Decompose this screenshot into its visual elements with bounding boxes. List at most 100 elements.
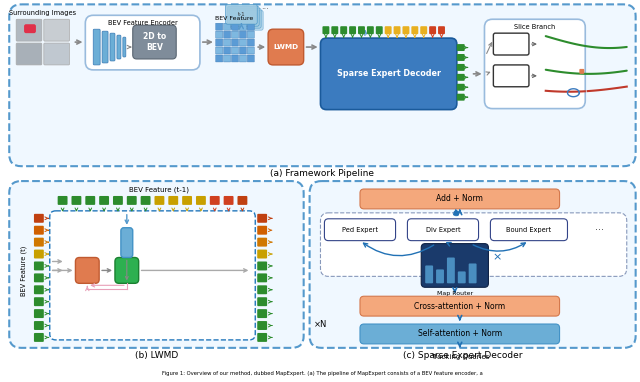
Text: LWMD: LWMD — [273, 44, 298, 50]
FancyBboxPatch shape — [34, 262, 44, 270]
Text: BEV Feature (t-1): BEV Feature (t-1) — [129, 187, 189, 193]
FancyBboxPatch shape — [239, 23, 246, 30]
FancyBboxPatch shape — [232, 47, 239, 54]
FancyBboxPatch shape — [324, 219, 396, 241]
FancyBboxPatch shape — [34, 333, 44, 342]
FancyBboxPatch shape — [247, 31, 254, 38]
Text: t-1: t-1 — [237, 12, 245, 17]
Text: Tracking Queries: Tracking Queries — [431, 354, 489, 360]
FancyBboxPatch shape — [349, 26, 356, 34]
FancyBboxPatch shape — [321, 213, 627, 276]
FancyBboxPatch shape — [141, 196, 150, 205]
FancyBboxPatch shape — [34, 214, 44, 223]
FancyBboxPatch shape — [436, 269, 444, 283]
FancyBboxPatch shape — [490, 219, 568, 241]
FancyBboxPatch shape — [132, 25, 176, 59]
FancyBboxPatch shape — [457, 84, 465, 91]
FancyBboxPatch shape — [493, 65, 529, 87]
FancyBboxPatch shape — [93, 29, 100, 65]
FancyBboxPatch shape — [230, 8, 261, 28]
FancyBboxPatch shape — [154, 196, 164, 205]
FancyBboxPatch shape — [34, 321, 44, 330]
FancyBboxPatch shape — [403, 26, 410, 34]
FancyBboxPatch shape — [9, 4, 636, 166]
Text: Self-attention + Norm: Self-attention + Norm — [418, 329, 502, 338]
FancyBboxPatch shape — [113, 196, 123, 205]
FancyBboxPatch shape — [579, 69, 584, 74]
FancyBboxPatch shape — [127, 196, 137, 205]
FancyBboxPatch shape — [16, 43, 42, 65]
FancyBboxPatch shape — [223, 47, 230, 54]
FancyBboxPatch shape — [376, 26, 383, 34]
Text: (c) Sparse Expert Decoder: (c) Sparse Expert Decoder — [403, 351, 522, 360]
FancyBboxPatch shape — [360, 189, 559, 209]
FancyBboxPatch shape — [239, 55, 246, 62]
FancyBboxPatch shape — [358, 26, 365, 34]
FancyBboxPatch shape — [257, 309, 267, 318]
Text: Figure 1: Overview of our method, dubbed MapExpert. (a) The pipeline of MapExper: Figure 1: Overview of our method, dubbed… — [162, 371, 483, 376]
FancyBboxPatch shape — [323, 26, 330, 34]
FancyBboxPatch shape — [34, 309, 44, 318]
FancyBboxPatch shape — [457, 94, 465, 101]
FancyBboxPatch shape — [458, 271, 466, 283]
FancyBboxPatch shape — [438, 26, 445, 34]
Text: (a) Framework Pipeline: (a) Framework Pipeline — [271, 168, 374, 178]
FancyBboxPatch shape — [102, 31, 108, 63]
Text: BEV Feature Encoder: BEV Feature Encoder — [108, 20, 177, 26]
FancyBboxPatch shape — [85, 15, 200, 70]
FancyBboxPatch shape — [360, 324, 559, 344]
FancyBboxPatch shape — [239, 31, 246, 38]
FancyBboxPatch shape — [216, 47, 223, 54]
Text: BEV Feature: BEV Feature — [216, 16, 253, 21]
FancyBboxPatch shape — [223, 31, 230, 38]
FancyBboxPatch shape — [247, 39, 254, 46]
FancyBboxPatch shape — [257, 285, 267, 294]
FancyBboxPatch shape — [484, 19, 585, 108]
Text: Bound Expert: Bound Expert — [506, 227, 552, 233]
FancyBboxPatch shape — [16, 19, 42, 41]
FancyBboxPatch shape — [115, 257, 139, 283]
FancyBboxPatch shape — [247, 23, 254, 30]
FancyBboxPatch shape — [412, 26, 419, 34]
FancyBboxPatch shape — [385, 26, 392, 34]
FancyBboxPatch shape — [367, 26, 374, 34]
FancyBboxPatch shape — [123, 37, 126, 57]
FancyBboxPatch shape — [232, 10, 263, 30]
FancyBboxPatch shape — [232, 39, 239, 46]
FancyBboxPatch shape — [34, 285, 44, 294]
Text: Ped Expert: Ped Expert — [342, 227, 378, 233]
FancyBboxPatch shape — [457, 44, 465, 51]
FancyBboxPatch shape — [216, 39, 223, 46]
FancyBboxPatch shape — [110, 33, 115, 61]
FancyBboxPatch shape — [257, 226, 267, 235]
FancyBboxPatch shape — [34, 249, 44, 259]
Text: Sparse Expert Decoder: Sparse Expert Decoder — [337, 70, 441, 78]
FancyBboxPatch shape — [168, 196, 178, 205]
FancyBboxPatch shape — [232, 31, 239, 38]
FancyBboxPatch shape — [425, 265, 433, 283]
FancyBboxPatch shape — [58, 196, 68, 205]
FancyBboxPatch shape — [216, 31, 223, 38]
FancyBboxPatch shape — [493, 33, 529, 55]
FancyBboxPatch shape — [223, 39, 230, 46]
FancyBboxPatch shape — [321, 38, 457, 110]
FancyBboxPatch shape — [182, 196, 192, 205]
FancyBboxPatch shape — [232, 55, 239, 62]
Text: ×: × — [493, 253, 502, 262]
FancyBboxPatch shape — [121, 228, 132, 257]
Text: Add + Norm: Add + Norm — [436, 194, 483, 204]
FancyBboxPatch shape — [457, 54, 465, 61]
FancyBboxPatch shape — [228, 6, 259, 26]
Text: ···: ··· — [595, 225, 604, 235]
FancyBboxPatch shape — [239, 47, 246, 54]
FancyBboxPatch shape — [34, 297, 44, 306]
FancyBboxPatch shape — [257, 214, 267, 223]
FancyBboxPatch shape — [408, 219, 479, 241]
FancyBboxPatch shape — [310, 181, 636, 348]
Text: Slice Branch: Slice Branch — [515, 24, 556, 30]
FancyBboxPatch shape — [447, 257, 455, 283]
FancyBboxPatch shape — [226, 4, 257, 24]
FancyBboxPatch shape — [340, 26, 347, 34]
FancyBboxPatch shape — [247, 47, 254, 54]
Text: Div Expert: Div Expert — [426, 227, 460, 233]
